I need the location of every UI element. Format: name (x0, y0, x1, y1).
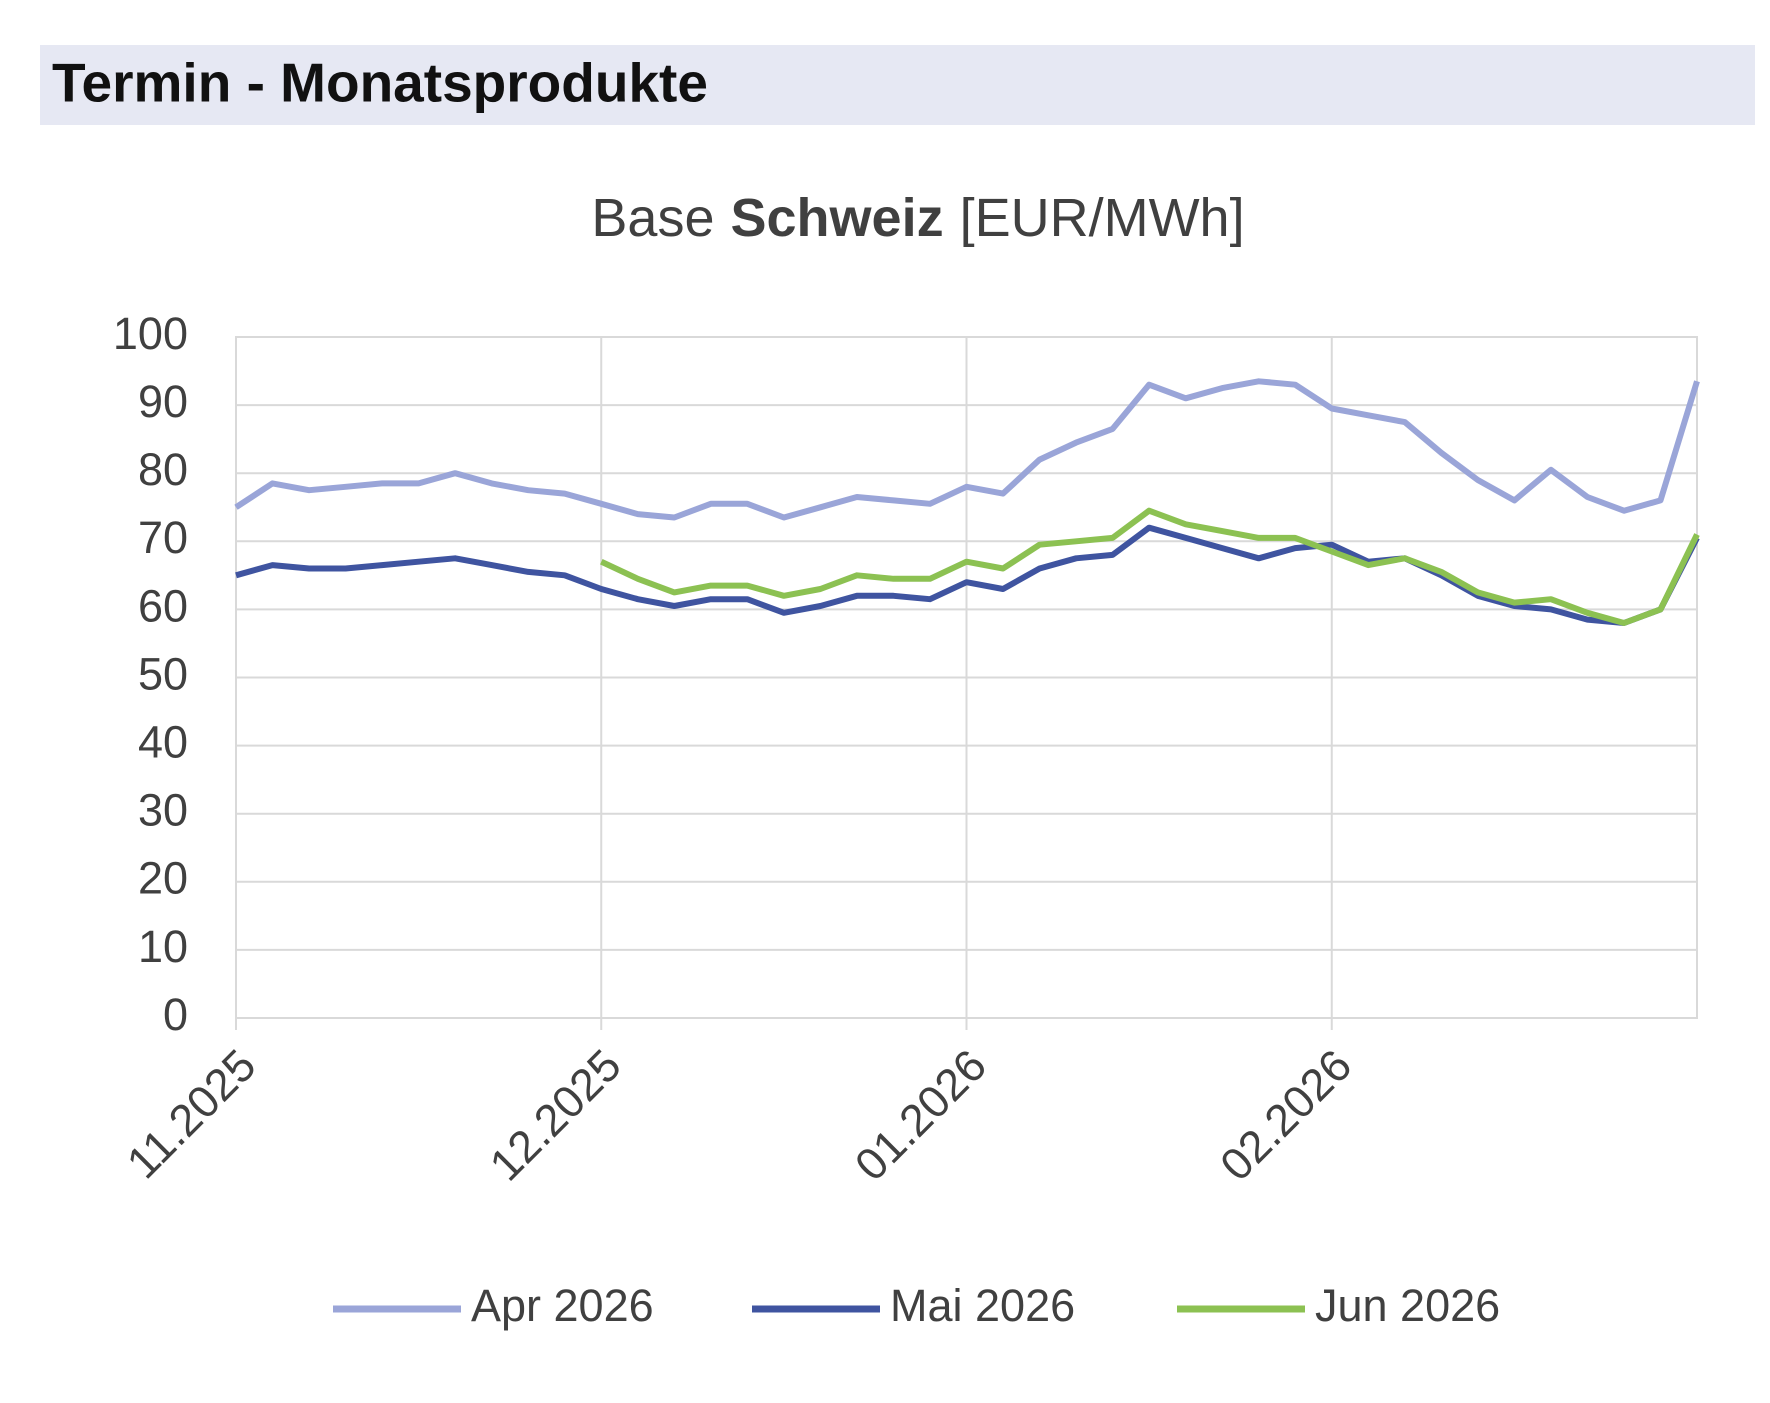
legend-label: Jun 2026 (1315, 1280, 1500, 1331)
y-tick-label: 30 (138, 785, 188, 836)
y-tick-label: 20 (138, 853, 188, 904)
chart-title: Base Schweiz [EUR/MWh] (591, 188, 1244, 248)
header-title: Termin - Monatsprodukte (52, 52, 708, 114)
x-tick-label: 02.2026 (1210, 1039, 1361, 1190)
title-part: Schweiz (731, 188, 944, 248)
header-band (40, 45, 1755, 125)
y-tick-label: 40 (138, 716, 188, 767)
title-part: [EUR/MWh] (960, 188, 1245, 248)
y-tick-label: 70 (138, 512, 188, 563)
y-tick-label: 10 (138, 921, 188, 972)
title-part: Base (591, 188, 714, 248)
series-line (600, 507, 1700, 626)
legend-label: Apr 2026 (471, 1280, 654, 1331)
series-line (234, 378, 1700, 521)
y-tick-label: 90 (138, 376, 188, 427)
x-tick-label: 11.2025 (117, 1039, 266, 1188)
legend-label: Mai 2026 (890, 1280, 1075, 1331)
y-tick-label: 80 (138, 444, 188, 495)
x-tick-label: 12.2025 (480, 1039, 631, 1190)
y-tick-label: 50 (138, 648, 188, 699)
y-tick-label: 60 (138, 580, 188, 631)
y-tick-label: 100 (113, 308, 188, 359)
y-tick-label: 0 (163, 989, 188, 1040)
x-tick-label: 01.2026 (845, 1039, 996, 1190)
